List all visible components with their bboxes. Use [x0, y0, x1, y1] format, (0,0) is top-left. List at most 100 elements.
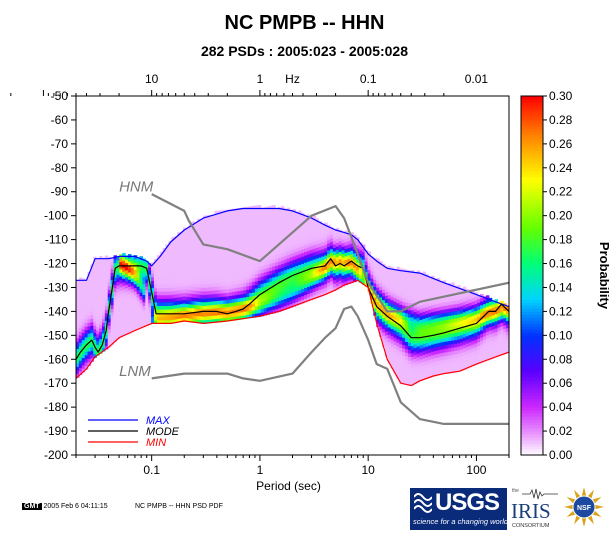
heatmap-cell — [428, 276, 432, 282]
heatmap-cell — [260, 254, 265, 259]
heatmap-cell — [419, 351, 423, 356]
heatmap-cell — [101, 340, 106, 345]
heatmap-cell — [234, 208, 239, 213]
heatmap-cell — [332, 279, 337, 284]
heatmap-cell — [182, 267, 187, 272]
heatmap-cell — [217, 285, 221, 291]
heatmap-cell — [306, 268, 311, 273]
colorbar-segment — [521, 452, 543, 456]
heatmap-cell — [483, 303, 487, 308]
heatmap-cell — [252, 248, 256, 254]
heatmap-cell — [353, 259, 357, 265]
heatmap-cell — [457, 331, 461, 337]
x-tick-label: 0.1 — [143, 463, 160, 477]
heatmap-cell — [211, 221, 216, 227]
heatmap-cell — [174, 318, 178, 324]
heatmap-cell — [252, 238, 256, 243]
heatmap-cell — [246, 310, 250, 315]
heatmap-cell — [407, 291, 412, 297]
heatmap-cell — [485, 345, 490, 350]
top-tick-label: 0.1 — [360, 72, 377, 86]
heatmap-cell — [252, 309, 256, 315]
heatmap-cell — [133, 283, 138, 288]
heatmap-cell — [133, 269, 138, 274]
heatmap-cell — [465, 339, 470, 344]
heatmap-cell — [228, 284, 233, 289]
colorbar-segment — [521, 395, 543, 399]
heatmap-cell — [136, 322, 141, 327]
colorbar-label: Probability — [597, 242, 609, 310]
heatmap-cell — [491, 311, 496, 316]
heatmap-cell — [228, 234, 233, 239]
heatmap-cell — [252, 281, 256, 286]
heatmap-cell — [217, 278, 221, 283]
heatmap-cell — [480, 319, 484, 324]
heatmap-cell — [457, 324, 461, 329]
heatmap-cell — [335, 270, 340, 276]
heatmap-cell — [459, 331, 464, 336]
heatmap-cell — [133, 319, 138, 324]
heatmap-cell — [266, 213, 271, 218]
heatmap-cell — [168, 319, 172, 324]
heatmap-cell — [87, 322, 92, 327]
heatmap-cell — [330, 273, 334, 278]
heatmap-cell — [217, 264, 221, 269]
heatmap-cell — [96, 304, 100, 309]
heatmap-cell — [93, 274, 97, 279]
heatmap-cell — [280, 292, 285, 297]
heatmap-cell — [396, 352, 400, 358]
heatmap-cell — [272, 219, 276, 224]
heatmap-cell — [217, 232, 221, 237]
heatmap-cell — [462, 286, 467, 291]
heatmap-cell — [226, 256, 230, 261]
heatmap-cell — [234, 215, 239, 220]
heatmap-cell — [223, 256, 227, 261]
heatmap-cell — [194, 257, 198, 262]
heatmap-cell — [168, 305, 172, 310]
heatmap-cell — [289, 274, 294, 279]
heatmap-cell — [188, 231, 193, 237]
heatmap-cell — [226, 259, 230, 265]
heatmap-cell — [459, 287, 464, 293]
heatmap-cell — [422, 293, 426, 298]
heatmap-cell — [113, 280, 118, 285]
heatmap-cell — [252, 234, 256, 239]
heatmap-cell — [442, 334, 447, 339]
heatmap-cell — [318, 285, 322, 290]
heatmap-cell — [145, 318, 149, 323]
heatmap-cell — [312, 284, 317, 289]
heatmap-cell — [125, 327, 129, 332]
heatmap-cell — [136, 314, 141, 320]
heatmap-cell — [298, 239, 302, 244]
heatmap-cell — [260, 215, 265, 220]
heatmap-cell — [471, 333, 475, 338]
heatmap-cell — [252, 291, 256, 297]
heatmap-cell — [379, 296, 383, 302]
heatmap-cell — [269, 281, 273, 286]
heatmap-cell — [217, 260, 221, 265]
heatmap-cell — [211, 286, 216, 291]
heatmap-cell — [179, 260, 184, 265]
heatmap-cell — [332, 283, 337, 288]
colorbar-segment — [521, 278, 543, 282]
heatmap-cell — [483, 346, 487, 351]
heatmap-cell — [301, 234, 305, 239]
heatmap-cell — [231, 208, 236, 213]
heatmap-cell — [407, 320, 412, 325]
heatmap-cell — [231, 259, 236, 264]
heatmap-cell — [370, 281, 374, 286]
heatmap-cell — [78, 360, 83, 365]
heatmap-cell — [480, 344, 484, 349]
heatmap-cell — [87, 286, 92, 291]
heatmap-cell — [491, 325, 496, 330]
heatmap-cell — [110, 326, 115, 331]
heatmap-cell — [289, 264, 294, 269]
heatmap-cell — [228, 252, 233, 257]
heatmap-cell — [275, 294, 279, 299]
heatmap-cell — [387, 348, 392, 353]
heatmap-cell — [289, 242, 294, 247]
heatmap-cell — [142, 276, 146, 281]
heatmap-cell — [260, 207, 265, 213]
heatmap-cell — [125, 276, 129, 282]
heatmap-cell — [445, 287, 449, 292]
